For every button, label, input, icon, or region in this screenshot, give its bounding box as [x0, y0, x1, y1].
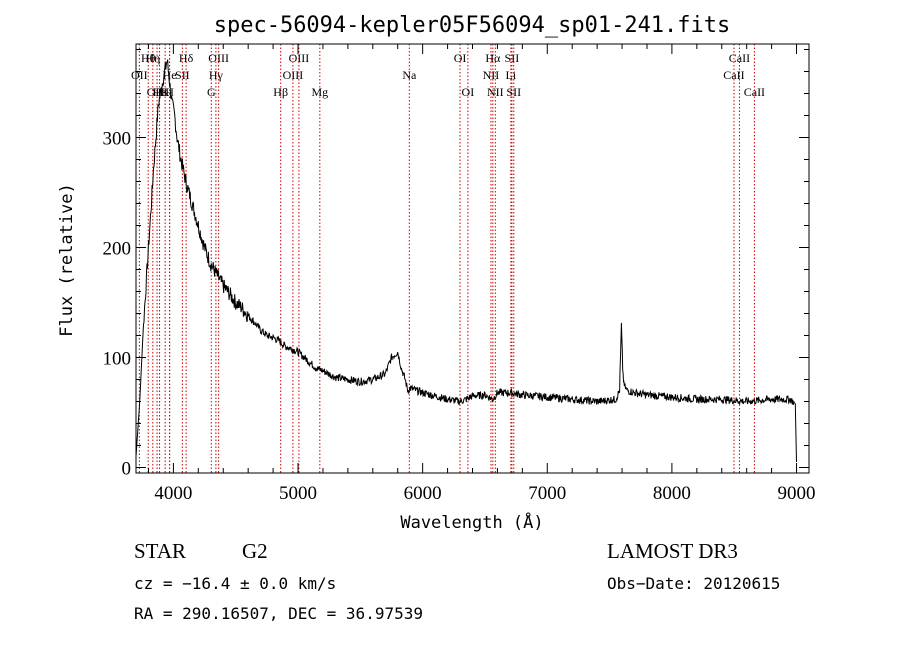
x-tick-label: 8000 — [653, 483, 691, 504]
plot-frame — [135, 43, 810, 474]
spectrum-series — [135, 59, 797, 463]
line-label: Hε — [153, 85, 167, 99]
obs-date: Obs−Date: 20120615 — [607, 574, 781, 593]
line-label: Na — [402, 68, 417, 82]
spectrum-line — [135, 59, 797, 463]
survey-name: LAMOST DR3 — [607, 539, 738, 563]
line-label: Hα — [485, 51, 501, 65]
line-label: OI — [462, 85, 475, 99]
line-label: Hγ — [209, 68, 224, 82]
line-label: NII — [483, 68, 500, 82]
x-tick-label: 6000 — [404, 483, 442, 504]
line-label: SII — [505, 51, 520, 65]
line-label: Hδ — [179, 51, 194, 65]
redshift-cz: cz = −16.4 ± 0.0 km/s — [134, 574, 337, 593]
line-label: CaII — [723, 68, 744, 82]
line-label: OIII — [283, 68, 304, 82]
line-label: H — [165, 85, 174, 99]
y-tick-label: 0 — [122, 459, 132, 480]
line-label: G — [207, 85, 216, 99]
chart-title: spec-56094-kepler05F56094_sp01-241.fits — [214, 13, 731, 38]
x-tick-label: 7000 — [528, 483, 566, 504]
x-axis-label: Wavelength (Å) — [400, 511, 543, 533]
coordinates: RA = 290.16507, DEC = 36.97539 — [134, 604, 423, 623]
x-tick-label: 4000 — [154, 483, 192, 504]
y-tick-label: 300 — [103, 129, 132, 150]
line-label: SII — [506, 85, 521, 99]
line-label: CaII — [744, 85, 765, 99]
line-label: Hβ — [273, 85, 288, 99]
line-label: OI — [454, 51, 467, 65]
line-label: OIII — [289, 51, 310, 65]
y-axis-label: Flux (relative) — [57, 183, 77, 337]
line-label: OII — [131, 68, 148, 82]
line-label: K — [161, 85, 170, 99]
y-tick-label: 200 — [103, 239, 132, 260]
x-tick-label: 9000 — [778, 483, 816, 504]
line-label: Li — [506, 68, 517, 82]
line-label: Hη — [145, 51, 160, 65]
y-tick-label: 100 — [103, 349, 132, 370]
line-label: SII — [175, 68, 190, 82]
x-tick-label: 5000 — [279, 483, 317, 504]
line-label: NII — [487, 85, 504, 99]
line-label: Hθ — [141, 51, 156, 65]
subclass: G2 — [242, 539, 268, 563]
object-class: STAR — [134, 539, 186, 563]
line-label: He — [163, 68, 177, 82]
line-label: CaII — [729, 51, 750, 65]
axes-ticks: 4000 5000 6000 7000 8000 9000 0 100 200 300 — [103, 44, 816, 504]
line-label: OIII — [208, 51, 229, 65]
line-label: Mg — [311, 85, 328, 99]
